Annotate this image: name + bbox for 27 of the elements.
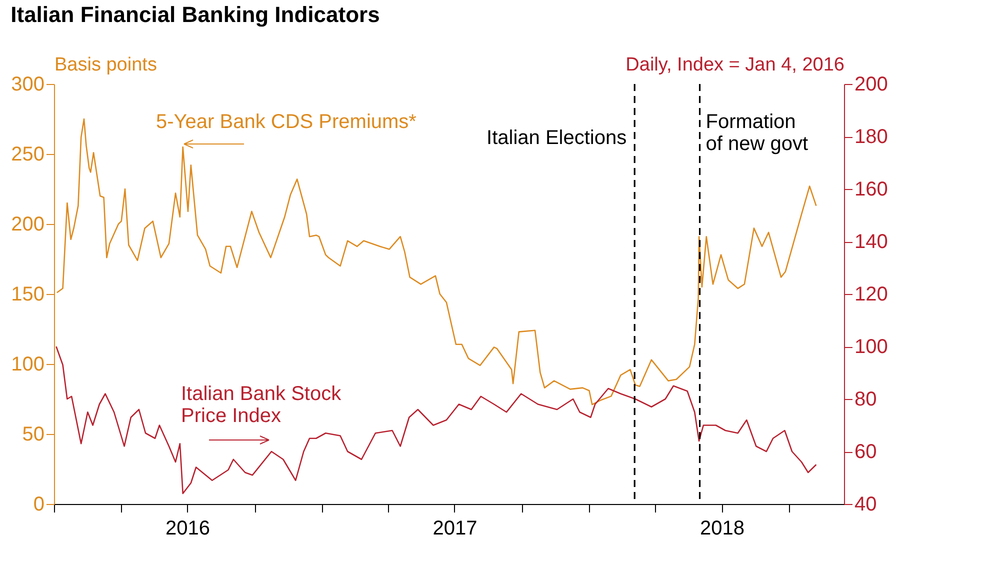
x-tick-label: 2016 <box>166 518 210 540</box>
y-tick-label: 300 <box>11 74 44 96</box>
y-tick-label: 200 <box>11 214 44 236</box>
x-tick-label: 2017 <box>432 518 478 540</box>
y-tick-label: 150 <box>11 284 44 306</box>
y2-tick-label: 60 <box>854 441 877 463</box>
series-label: Italian Bank Stock Price Index <box>181 383 342 427</box>
y2-axis-title: Daily, Index = Jan 4, 2016 <box>626 54 844 76</box>
y-tick-label: 0 <box>33 494 44 516</box>
ref-line-label: Formation of new govt <box>706 111 808 155</box>
chart-title: Italian Financial Banking Indicators <box>10 2 380 27</box>
y2-tick-label: 40 <box>854 494 877 516</box>
y-tick-label: 100 <box>11 354 44 376</box>
y2-tick-label: 180 <box>854 126 888 148</box>
y-tick-label: 250 <box>11 144 44 166</box>
series-label: 5-Year Bank CDS Premiums* <box>156 111 417 133</box>
y-tick-label: 50 <box>22 424 44 446</box>
line-series <box>56 346 817 494</box>
y2-tick-label: 80 <box>854 388 877 410</box>
ref-line-label: Italian Elections <box>486 127 627 149</box>
y-axis-title: Basis points <box>54 54 157 76</box>
y2-tick-label: 140 <box>854 231 888 253</box>
y2-tick-label: 100 <box>854 336 888 358</box>
x-tick-label: 2018 <box>700 518 744 540</box>
y2-tick-label: 120 <box>854 284 888 306</box>
y2-tick-label: 200 <box>854 74 888 96</box>
y2-tick-label: 160 <box>854 178 888 200</box>
